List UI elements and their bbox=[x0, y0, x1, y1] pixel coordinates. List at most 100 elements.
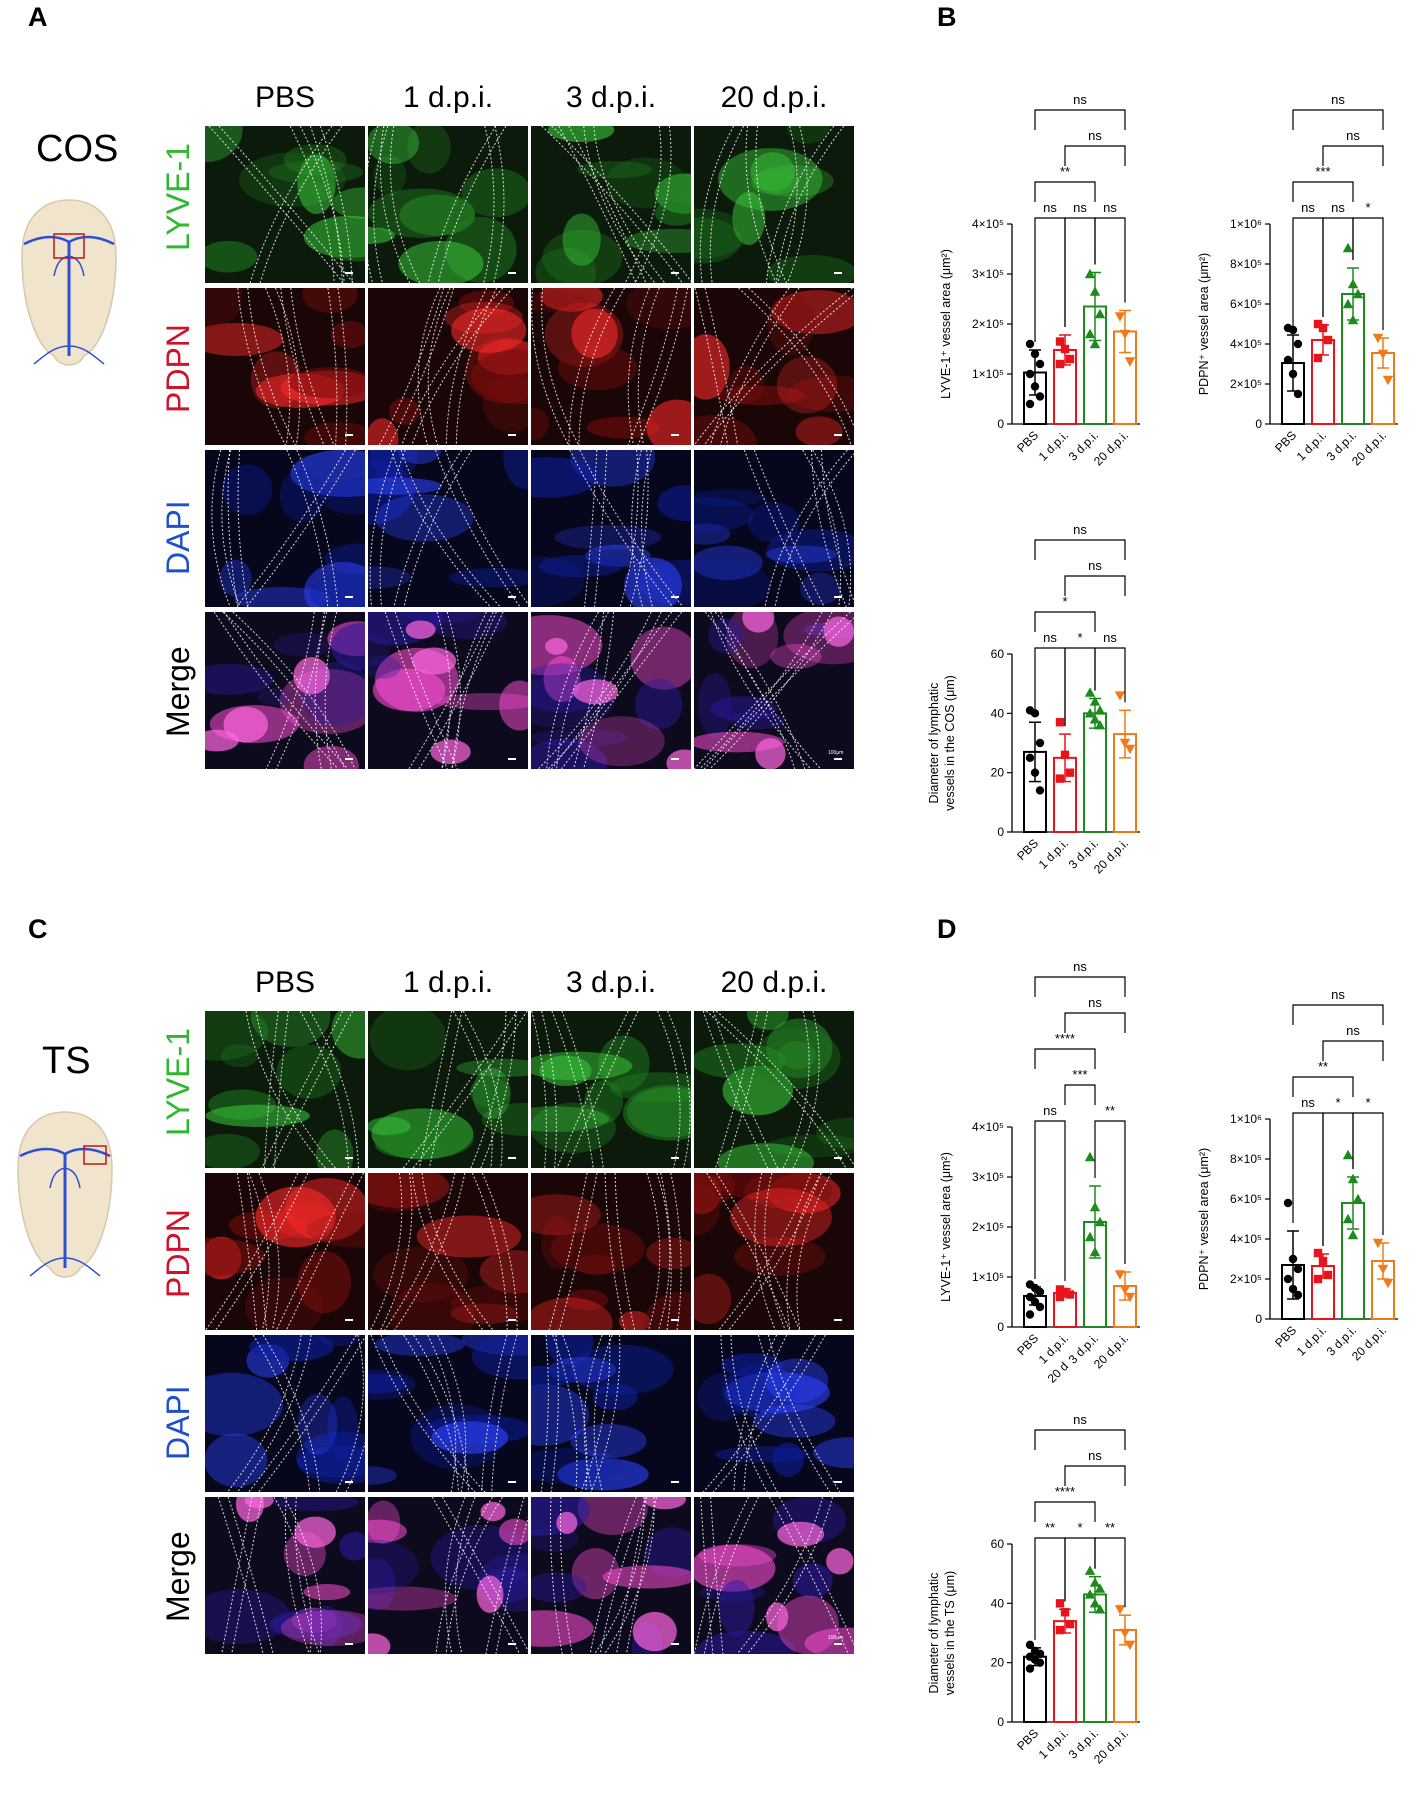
data-point bbox=[1084, 1231, 1096, 1242]
data-point bbox=[1055, 359, 1065, 369]
y-tick-label: 1×10⁵ bbox=[972, 1270, 1004, 1284]
micrograph-tile bbox=[205, 1335, 365, 1492]
significance-label: ns bbox=[1346, 128, 1360, 143]
micrograph-tile bbox=[694, 126, 854, 283]
significance-label: ns bbox=[1088, 995, 1102, 1010]
y-tick-label: 40 bbox=[991, 1596, 1005, 1610]
data-point bbox=[1372, 333, 1384, 344]
data-point bbox=[1377, 1264, 1389, 1275]
data-point bbox=[1060, 1608, 1070, 1617]
row-label: PDPN bbox=[160, 324, 196, 413]
y-axis-label: LYVE-1⁺ vessel area (μm²) bbox=[939, 1152, 953, 1302]
brain-schematic-cos bbox=[14, 196, 124, 381]
data-point bbox=[1025, 1640, 1035, 1650]
significance-label: ns bbox=[1103, 200, 1117, 215]
panel-letter-d: D bbox=[937, 914, 957, 944]
data-point bbox=[1288, 325, 1298, 335]
y-tick-label: 40 bbox=[991, 706, 1005, 720]
region-label-ts: TS bbox=[42, 1040, 91, 1082]
y-tick-label: 0 bbox=[1255, 417, 1262, 431]
significance-bracket bbox=[1094, 217, 1126, 303]
significance-bracket bbox=[1034, 217, 1066, 342]
chart-ts-pdpn-area: 0 2×10⁵ 4×10⁵ 6×10⁵ 8×10⁵ 1×10⁶ PBS 1 d.p.i. 3 d… bbox=[1180, 955, 1415, 1409]
data-point bbox=[1114, 1605, 1126, 1615]
data-point bbox=[1119, 1628, 1131, 1639]
y-tick-label: 1×10⁵ bbox=[972, 367, 1004, 381]
data-point bbox=[1055, 1599, 1065, 1608]
x-tick-label: 1 d.p.i. bbox=[1036, 1726, 1071, 1761]
data-point bbox=[1055, 718, 1065, 727]
significance-label: ns bbox=[1088, 128, 1102, 143]
column-title: 1 d.p.i. bbox=[402, 81, 494, 114]
chart-cos-diameter: 0 20 40 60 PBS 1 d.p.i. 3 d.p.i. 20 d.p.i. ns * ns… bbox=[922, 490, 1157, 922]
data-point bbox=[1055, 1292, 1065, 1302]
bar bbox=[1083, 1593, 1107, 1723]
micrograph-tile bbox=[368, 126, 528, 283]
data-point bbox=[1089, 338, 1101, 349]
chart-ts-lyve1-area: 0 1×10⁵ 2×10⁵ 3×10⁵ 4×10⁵ PBS 1 d.p.i. 3 d.p.i.… bbox=[922, 925, 1157, 1417]
y-axis-label: LYVE-1⁺ vessel area (μm²) bbox=[939, 249, 953, 399]
significance-label: *** bbox=[1072, 1067, 1087, 1082]
y-tick-label: 4×10⁵ bbox=[972, 217, 1004, 231]
region-label-cos: COS bbox=[36, 128, 119, 170]
significance-label: * bbox=[1365, 1095, 1370, 1110]
data-point bbox=[1094, 1583, 1106, 1593]
micrograph-tile bbox=[531, 450, 691, 607]
significance-bracket bbox=[1292, 1004, 1384, 1025]
micrograph-tile bbox=[531, 1011, 691, 1168]
y-tick-label: 60 bbox=[991, 1537, 1005, 1551]
significance-label: ns bbox=[1043, 200, 1057, 215]
micrograph-tile bbox=[531, 288, 691, 445]
row-label: PDPN bbox=[160, 1209, 196, 1298]
data-point bbox=[1352, 1193, 1364, 1204]
micrograph-tile bbox=[694, 288, 854, 445]
significance-label: ** bbox=[1045, 1520, 1055, 1535]
data-point bbox=[1065, 354, 1075, 364]
significance-label: ns bbox=[1103, 630, 1117, 645]
y-tick-label: 60 bbox=[991, 647, 1005, 661]
data-point bbox=[1114, 1270, 1126, 1280]
micrograph-tile bbox=[531, 126, 691, 283]
data-point bbox=[1124, 1640, 1136, 1651]
data-point bbox=[1342, 1149, 1354, 1160]
data-point bbox=[1293, 339, 1303, 349]
significance-label: ns bbox=[1073, 92, 1087, 107]
significance-bracket bbox=[1292, 109, 1384, 130]
data-point bbox=[1055, 1625, 1065, 1635]
significance-label: ns bbox=[1301, 1095, 1315, 1110]
significance-bracket bbox=[1094, 1120, 1126, 1264]
significance-label: **** bbox=[1055, 1484, 1075, 1499]
data-point bbox=[1119, 1285, 1131, 1295]
micrograph-tile bbox=[205, 1173, 365, 1330]
column-title: 1 d.p.i. bbox=[402, 966, 494, 999]
significance-label: ns bbox=[1073, 522, 1087, 537]
data-point bbox=[1352, 288, 1364, 299]
row-label: DAPI bbox=[160, 500, 196, 575]
data-point bbox=[1342, 1213, 1354, 1224]
data-point bbox=[1114, 691, 1126, 701]
column-title: 20 d.p.i. bbox=[720, 966, 828, 999]
row-label: DAPI bbox=[160, 1385, 196, 1460]
data-point bbox=[1055, 1285, 1065, 1294]
data-point bbox=[1347, 314, 1359, 325]
data-point bbox=[1288, 1254, 1298, 1264]
x-tick-label: 1 d.p.i. bbox=[1036, 1331, 1071, 1366]
micrograph-tile bbox=[368, 288, 528, 445]
significance-bracket bbox=[1034, 1537, 1066, 1640]
data-point bbox=[1313, 353, 1323, 363]
row-label: LYVE-1 bbox=[160, 143, 196, 251]
data-point bbox=[1084, 268, 1096, 279]
micrograph-tile bbox=[531, 1173, 691, 1330]
data-point bbox=[1065, 768, 1075, 777]
data-point bbox=[1124, 357, 1136, 367]
data-point bbox=[1035, 1658, 1045, 1667]
data-point bbox=[1094, 705, 1106, 715]
scale-bar-label: 100μm bbox=[828, 750, 843, 756]
significance-bracket bbox=[1034, 109, 1126, 130]
significance-label: ** bbox=[1060, 164, 1070, 179]
significance-bracket bbox=[1034, 976, 1126, 997]
micrograph-tile: 100μm bbox=[694, 1497, 854, 1654]
y-tick-label: 8×10⁵ bbox=[1230, 1152, 1262, 1166]
significance-label: * bbox=[1077, 1520, 1082, 1535]
y-tick-label: 4×10⁵ bbox=[972, 1120, 1004, 1134]
